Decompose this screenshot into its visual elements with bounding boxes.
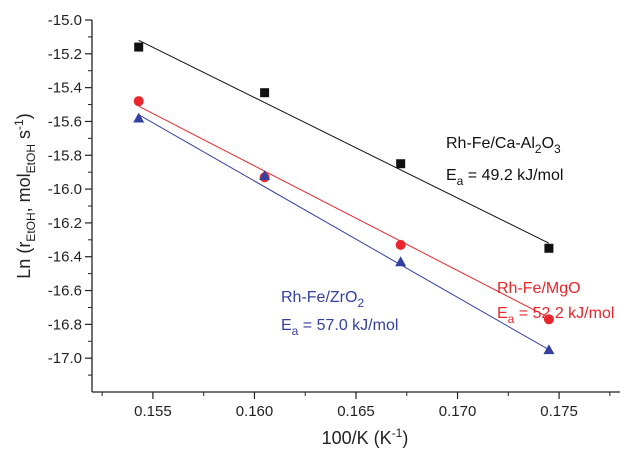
label-ca-al2o3: Rh-Fe/Ca-Al2O3 — [446, 135, 561, 156]
annotation-zro2: Rh-Fe/ZrO2 Ea = 57.0 kJ/mol — [281, 289, 398, 338]
x-axis-title: 100/K (K-1) — [322, 426, 409, 448]
data-point-triangle — [133, 112, 145, 123]
annotation-mgo: Rh-Fe/MgO Ea = 52.2 kJ/mol — [497, 280, 614, 326]
data-point-circle — [133, 96, 144, 107]
data-point-circle — [395, 239, 406, 250]
data-point-square — [396, 159, 406, 169]
axes — [91, 20, 620, 393]
x-tick-label: 0.175 — [540, 403, 578, 420]
ea-mgo: Ea = 52.2 kJ/mol — [497, 305, 614, 326]
x-tick-label: 0.170 — [439, 403, 477, 420]
data-point-circle — [543, 314, 554, 325]
fit-line-2 — [138, 114, 550, 351]
y-tick-label: -15.0 — [48, 12, 82, 29]
annotation-ca-al2o3: Rh-Fe/Ca-Al2O3 Ea = 49.2 kJ/mol — [446, 135, 563, 188]
tick-labels: -15.0 -15.2 -15.4 -15.6 -15.8 -16.0 -16.2 -16.4… — [48, 12, 578, 420]
data-markers — [133, 42, 555, 355]
y-tick-label: -16.0 — [48, 181, 82, 198]
fit-lines — [138, 39, 550, 351]
data-point-triangle — [543, 344, 555, 355]
fit-line-1 — [138, 105, 550, 319]
data-point-square — [134, 42, 144, 52]
y-tick-label: -15.2 — [48, 46, 82, 63]
x-tick-label: 0.155 — [134, 403, 172, 420]
x-tick-label: 0.165 — [337, 403, 375, 420]
ea-ca-al2o3: Ea = 49.2 kJ/mol — [446, 167, 563, 188]
y-axis-title: Ln (rEtOH, molEtOH s-1) — [12, 113, 38, 278]
data-point-square — [544, 243, 554, 253]
data-point-square — [260, 88, 270, 98]
label-zro2: Rh-Fe/ZrO2 — [281, 289, 364, 310]
y-tick-label: -16.2 — [48, 215, 82, 232]
y-tick-label: -15.4 — [48, 80, 82, 97]
data-point-triangle — [259, 170, 271, 180]
fit-line-0 — [138, 39, 550, 244]
y-tick-label: -16.6 — [48, 283, 82, 300]
ea-zro2: Ea = 57.0 kJ/mol — [281, 317, 398, 338]
y-tick-label: -16.8 — [48, 316, 82, 333]
y-tick-label: -16.4 — [48, 249, 82, 266]
label-mgo: Rh-Fe/MgO — [497, 280, 581, 297]
y-tick-label: -15.8 — [48, 147, 82, 164]
y-tick-label: -15.6 — [48, 113, 82, 130]
ticks — [85, 19, 611, 399]
x-tick-label: 0.160 — [236, 403, 274, 420]
y-tick-label: -17.0 — [48, 350, 82, 367]
data-point-triangle — [395, 256, 407, 267]
